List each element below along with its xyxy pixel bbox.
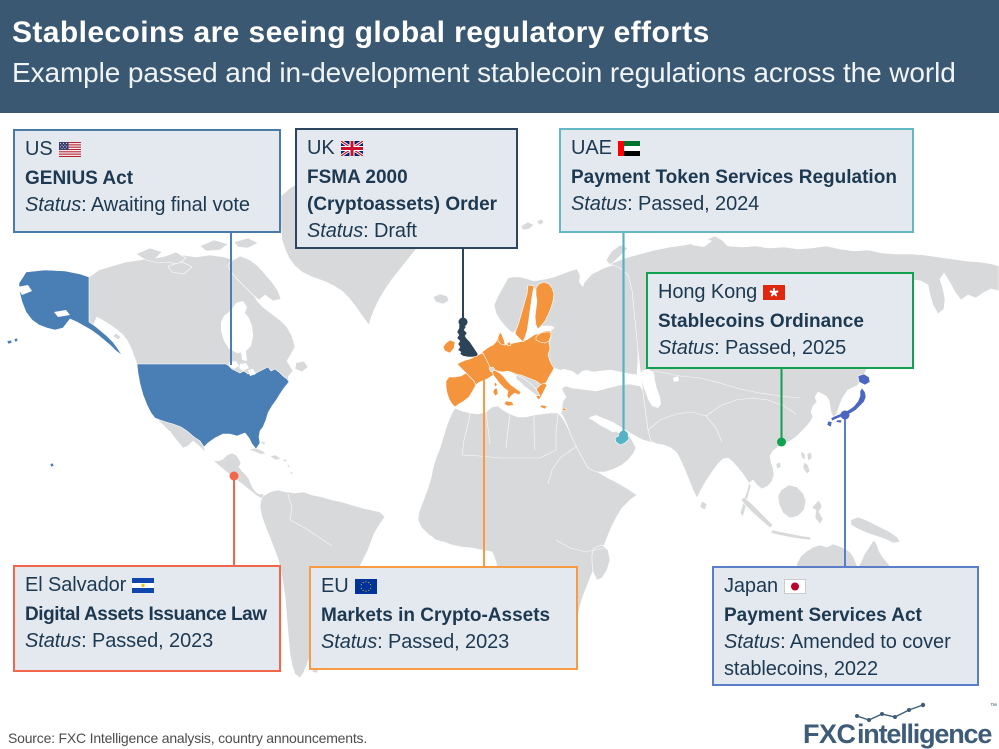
svg-text:intelligence: intelligence: [857, 719, 992, 749]
svg-text:FXC: FXC: [803, 719, 856, 749]
svg-text:™: ™: [990, 703, 997, 710]
